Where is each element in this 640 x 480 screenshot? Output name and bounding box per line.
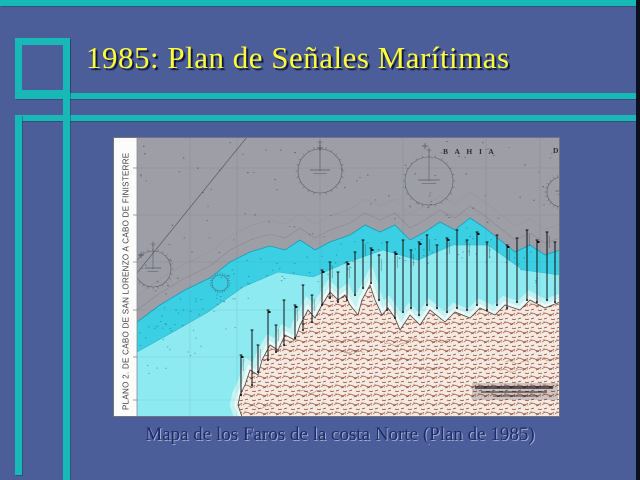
chart-sea-label-d: D bbox=[553, 146, 559, 155]
frame-square-ornament bbox=[15, 38, 70, 97]
chart-sea-label-bahia: B A H I A bbox=[443, 147, 496, 156]
chart-artwork bbox=[137, 137, 560, 417]
slide-caption: Mapa de los Faros de la costa Norte (Pla… bbox=[145, 424, 535, 445]
chart-side-label: PLANO 2. DE CABO DE SAN LORENZO A CABO D… bbox=[122, 153, 131, 410]
slide-title: 1985: Plan de Señales Marítimas bbox=[86, 40, 510, 75]
slide-edge-strip bbox=[636, 0, 640, 480]
chart-border bbox=[113, 137, 560, 417]
frame-content-topline bbox=[15, 115, 637, 121]
frame-inner-rail bbox=[63, 38, 70, 480]
frame-title-underline bbox=[15, 93, 637, 99]
frame-left-rail bbox=[15, 115, 22, 475]
nautical-chart-image: PLANO 2. DE CABO DE SAN LORENZO A CABO D… bbox=[113, 137, 560, 417]
chart-margin-strip bbox=[113, 137, 138, 417]
frame-top-bar bbox=[0, 0, 637, 6]
